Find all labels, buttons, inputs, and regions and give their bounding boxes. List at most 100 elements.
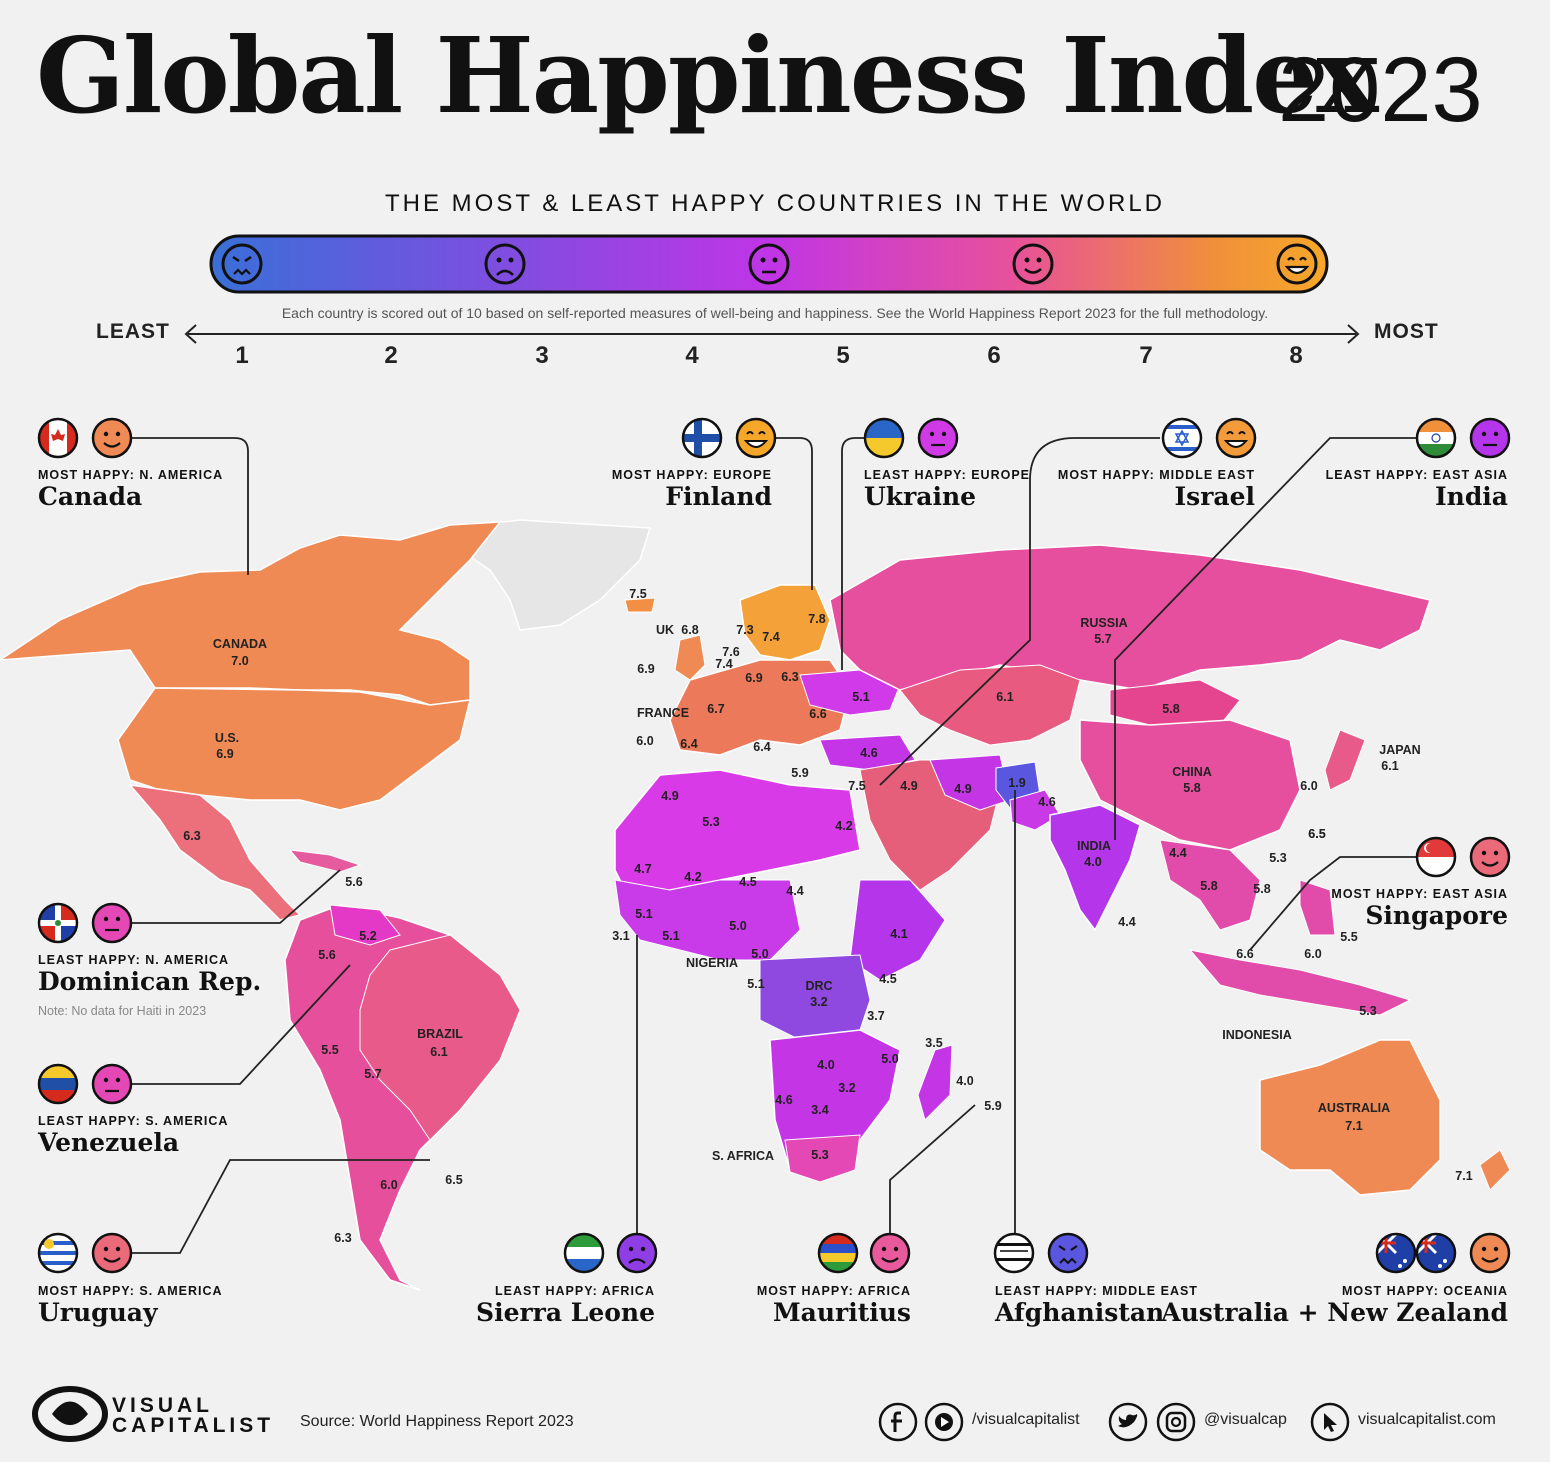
happiness-score-label: 5.1	[635, 907, 652, 921]
happiness-score-label: 6.9	[637, 662, 654, 676]
canada-flag-icon	[37, 417, 79, 459]
central-asia-region	[899, 664, 1081, 746]
australia-nz-flag-icon	[1375, 1232, 1417, 1274]
happiness-score-label: 3.2	[810, 995, 827, 1009]
page-title: Global Happiness Index	[36, 14, 1378, 137]
happiness-score-label: 4.5	[879, 972, 896, 986]
india-region	[1049, 804, 1141, 932]
twitter-instagram-handle[interactable]: @visualcap	[1204, 1411, 1287, 1428]
happiness-score-label: 6.0	[380, 1178, 397, 1192]
slight-smile-icon	[1012, 243, 1054, 285]
happiness-score-label: 3.4	[811, 1103, 828, 1117]
happiness-score-label: 6.0	[1300, 779, 1317, 793]
callout-country-name: Israel	[1174, 482, 1255, 511]
happiness-score-label: 5.2	[359, 929, 376, 943]
callout-icons	[563, 1232, 658, 1274]
china-region	[1079, 719, 1301, 851]
happiness-score-label: 3.2	[838, 1081, 855, 1095]
happiness-score-label: 6.9	[745, 671, 762, 685]
happiness-score-label: 7.6	[722, 645, 739, 659]
us-region	[117, 687, 471, 811]
happiness-score-label: 4.4	[1118, 915, 1135, 929]
facebook-icon[interactable]	[878, 1402, 918, 1442]
happiness-score-label: 6.4	[753, 740, 770, 754]
country-label: INDONESIA	[1222, 1028, 1291, 1042]
happiness-score-label: 5.8	[1253, 882, 1270, 896]
website-link[interactable]: visualcapitalist.com	[1358, 1411, 1496, 1428]
happiness-score-label: 6.5	[445, 1173, 462, 1187]
scale-tick: 3	[535, 342, 549, 369]
slight-smile-icon	[91, 417, 133, 459]
neutral-face-icon	[917, 417, 959, 459]
mauritius-flag-icon	[817, 1232, 859, 1274]
callout-subtitle: MOST HAPPY: EUROPE	[611, 468, 772, 482]
country-label: DRC	[805, 979, 832, 993]
grinning-face-icon	[1215, 417, 1257, 459]
grinning-face-icon	[735, 417, 777, 459]
pakistan-region	[1009, 789, 1061, 831]
happiness-score-label: 4.7	[634, 862, 651, 876]
happiness-score-label: 5.0	[881, 1052, 898, 1066]
callout-icons	[1415, 836, 1511, 878]
happiness-score-label: 5.3	[1359, 1004, 1376, 1018]
happiness-score-label: 6.1	[430, 1045, 447, 1059]
callout-country-name: Afghanistan	[995, 1298, 1165, 1327]
happiness-score-label: 1.9	[1008, 776, 1025, 790]
happiness-score-label: 6.5	[1308, 827, 1325, 841]
scale-tick: 7	[1139, 342, 1153, 369]
happiness-score-label: 5.3	[702, 815, 719, 829]
country-label: RUSSIA	[1080, 616, 1127, 630]
happiness-score-label: 5.8	[1183, 781, 1200, 795]
callout-icons	[37, 902, 133, 944]
title-year: 2023	[1278, 39, 1483, 141]
ukraine-flag-icon	[863, 417, 905, 459]
happiness-score-label: 3.5	[925, 1036, 942, 1050]
russia-region	[829, 544, 1431, 691]
happiness-score-label: 7.1	[1455, 1169, 1472, 1183]
happiness-score-label: 6.7	[707, 702, 724, 716]
instagram-icon[interactable]	[1156, 1402, 1196, 1442]
grinning-face-icon	[1276, 243, 1318, 285]
callout-country-name: India	[1434, 482, 1508, 511]
country-label: BRAZIL	[417, 1027, 463, 1041]
neutral-face-icon	[91, 1063, 133, 1105]
country-label: FRANCE	[637, 706, 689, 720]
callout-icons	[37, 417, 133, 459]
happiness-score-label: 5.7	[1094, 632, 1111, 646]
neutral-face-icon	[1469, 417, 1511, 459]
country-label: CHINA	[1172, 765, 1212, 779]
callout-subtitle: LEAST HAPPY: AFRICA	[495, 1284, 655, 1298]
youtube-icon[interactable]	[924, 1402, 964, 1442]
happiness-score-label: 4.2	[835, 819, 852, 833]
happiness-score-label: 7.0	[231, 654, 248, 668]
callout-subtitle: LEAST HAPPY: N. AMERICA	[38, 953, 230, 967]
methodology-note: Each country is scored out of 10 based o…	[281, 305, 1269, 321]
happiness-score-label: 7.8	[808, 612, 825, 626]
callout-country-name: Sierra Leone	[476, 1298, 655, 1327]
sierra-leone-flag-icon	[563, 1232, 605, 1274]
callout-subtitle: LEAST HAPPY: MIDDLE EAST	[995, 1284, 1198, 1298]
country-label: UK	[656, 623, 674, 637]
social-icons-fb-yt	[878, 1402, 964, 1442]
country-label: INDIA	[1077, 839, 1111, 853]
country-label: AUSTRALIA	[1318, 1101, 1390, 1115]
happiness-score-label: 5.0	[751, 947, 768, 961]
facebook-youtube-handle[interactable]: /visualcapitalist	[972, 1411, 1080, 1428]
country-label: U.S.	[215, 731, 239, 745]
israel-flag-icon	[1161, 417, 1203, 459]
most-label: MOST	[1374, 320, 1439, 343]
india-flag-icon	[1415, 417, 1457, 459]
map-labels: CANADA 7.0 U.S. 6.9 6.3 5.6 7.5 UK 6.8 7.3 7.4 7.8 7…	[183, 587, 1472, 1245]
slight-smile-icon	[1469, 836, 1511, 878]
happiness-score-label: 4.0	[817, 1058, 834, 1072]
happiness-score-label: 4.2	[684, 870, 701, 884]
happiness-score-label: 6.8	[681, 623, 698, 637]
twitter-icon[interactable]	[1108, 1402, 1148, 1442]
callout-country-name: Ukraine	[864, 482, 977, 511]
happiness-score-label: 5.5	[321, 1043, 338, 1057]
social-icons-tw-ig	[1108, 1402, 1196, 1442]
callout-subtitle: LEAST HAPPY: EAST ASIA	[1325, 468, 1508, 482]
callout-subtitle: MOST HAPPY: S. AMERICA	[38, 1284, 223, 1298]
logo-line-capitalist: CAPITALIST	[112, 1414, 275, 1437]
happiness-score-label: 4.6	[775, 1093, 792, 1107]
